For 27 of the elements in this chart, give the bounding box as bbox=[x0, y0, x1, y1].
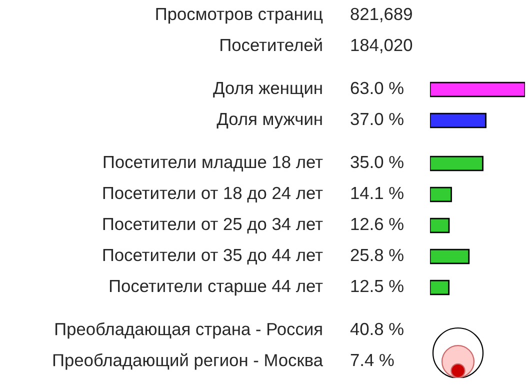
y-tick-label: Посетители младше 18 лет bbox=[104, 156, 323, 172]
bar bbox=[430, 156, 484, 172]
data-label: 63.0 % bbox=[350, 82, 404, 94]
category-label: Просмотров страниц bbox=[156, 8, 323, 24]
data-label: 12.5 % bbox=[351, 280, 404, 292]
data-label: 14.1 % bbox=[351, 186, 404, 200]
data-label: 12.6 % bbox=[351, 218, 404, 230]
y-tick-label: Доля женщин bbox=[213, 82, 322, 98]
category-label: Посетителей bbox=[220, 38, 322, 52]
bar bbox=[430, 186, 452, 202]
category-label: Преобладающий регион - Москва bbox=[53, 353, 324, 370]
bar bbox=[430, 218, 450, 234]
text: 821,689 bbox=[350, 8, 412, 22]
bar bbox=[430, 248, 470, 264]
bar bbox=[430, 280, 450, 296]
text: 184,020 bbox=[351, 38, 412, 54]
y-tick-label: Посетители от 25 до 34 лет bbox=[103, 218, 323, 234]
y-tick-label: Доля мужчин bbox=[216, 113, 322, 129]
data-label: 35.0 % bbox=[350, 156, 404, 168]
y-tick-label: Посетители от 18 до 24 лет bbox=[103, 186, 323, 202]
category-label: Преобладающая страна - Россия bbox=[56, 322, 322, 339]
data-label: 40.8 % bbox=[350, 322, 404, 336]
y-tick-label: Посетители от 35 до 44 лет bbox=[103, 248, 323, 264]
data-label: 37.0 % bbox=[350, 112, 404, 126]
data-label: 25.8 % bbox=[350, 248, 404, 262]
data-label: 7.4 % bbox=[350, 354, 394, 366]
y-tick-label: Посетители старше 44 лет bbox=[110, 280, 323, 296]
